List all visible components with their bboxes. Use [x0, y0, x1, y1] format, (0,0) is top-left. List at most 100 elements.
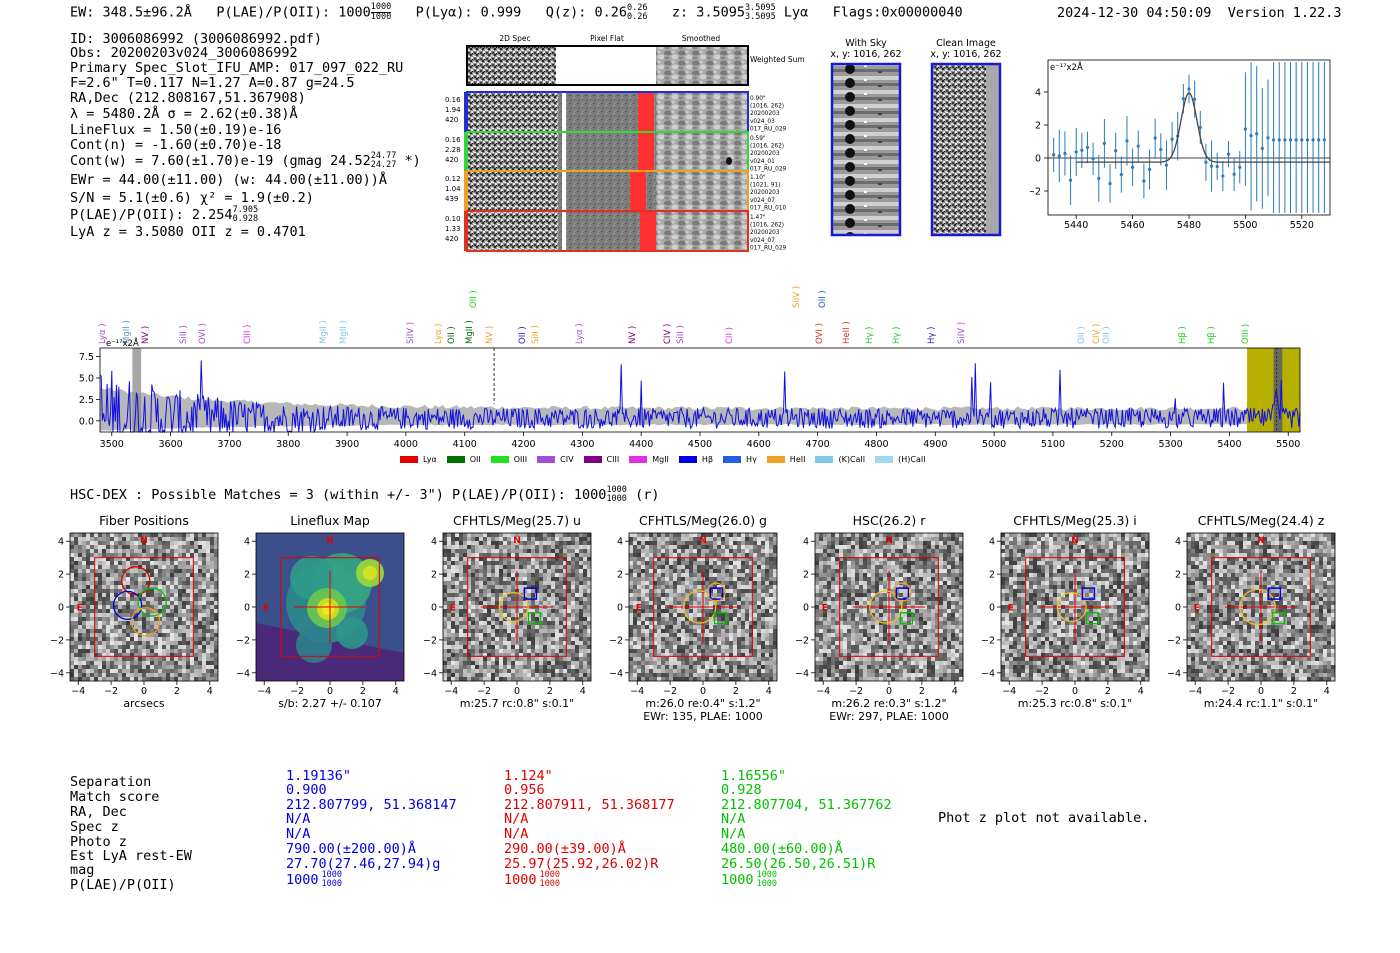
- cutout-ytick: −4: [609, 668, 623, 679]
- spectrum-xtick-label: 5400: [1217, 439, 1241, 450]
- row-label-mag: mag: [70, 862, 95, 878]
- fiber-row: 0.12 1.04 439 1.10" (1021, 91)20200203 v024_0…: [445, 170, 787, 212]
- info-plae: P(LAE)/P(OII): 2.254 7.905 0.928: [70, 205, 259, 224]
- photz-note: Phot z plot not available.: [938, 810, 1150, 826]
- legend-item: Lyα: [400, 455, 437, 464]
- spectrum-xtick-label: 4100: [453, 439, 477, 450]
- legend-item: Hβ: [678, 455, 713, 464]
- zoom-fit-curve: [1076, 91, 1330, 163]
- clean-image-xy: x, y: 1016, 262: [930, 49, 1002, 60]
- spectrum-xtick-label: 5300: [1158, 439, 1182, 450]
- north-label: N: [326, 536, 334, 546]
- match-cell: 290.00(±39.00)Å: [504, 841, 626, 857]
- header-plae-frac: 1000 1000: [370, 2, 392, 22]
- zoom-ytick-label: 2: [1035, 121, 1041, 132]
- match-cell: 26.50(26.50,26.51)R: [721, 856, 876, 872]
- row-label-spec-z: Spec z: [70, 819, 119, 835]
- cutout-ytick: 2: [431, 570, 437, 581]
- fiber-row-left-text: 420: [445, 116, 458, 124]
- spectrum-xtick-label: 4500: [688, 439, 712, 450]
- match-cell: N/A: [721, 826, 746, 842]
- fiber-row-right-text: 1.47": [750, 215, 766, 221]
- info-lyaz: LyA z = 3.5080 OII z = 0.4701: [70, 224, 306, 240]
- legend-item: (H)CaII: [875, 455, 926, 464]
- match-cell: 1.16556": [721, 768, 787, 784]
- cutout-caption: m:26.2 re:0.3" s:1.2" EWr: 297, PLAE: 100…: [829, 697, 949, 723]
- match-cell: 0.928: [721, 782, 762, 798]
- cutout-ytick: −4: [423, 668, 437, 679]
- info-lambda: λ = 5480.2Å σ = 2.62(±0.38)Å: [70, 106, 298, 122]
- col-label-smoothed: Smoothed: [682, 34, 721, 43]
- spectrum-xtick-label: 3900: [335, 439, 359, 450]
- spectrum-axes: e⁻¹⁷x2Å 3500 3600 3700 3800 3900 4000 4100 4200 4…: [79, 337, 1301, 450]
- cutout-image: N E 4 2 0 −2 −4: [1167, 532, 1336, 685]
- north-label: N: [699, 536, 707, 546]
- fiber-row-right-text: v024_07: [750, 238, 775, 244]
- fiber-row-left-text: 0.16: [445, 96, 461, 104]
- north-label: N: [885, 536, 893, 546]
- header-qz: Q(z): 0.26: [545, 4, 627, 21]
- zoom-xtick-label: 5440: [1064, 220, 1088, 231]
- info-obs: Obs: 20200203v024_3006086992: [70, 45, 298, 61]
- fiber-row-left-text: 420: [445, 235, 458, 243]
- with-sky-header: With Sky x, y: 1016, 262: [818, 38, 914, 60]
- line-label: SiIV ): [792, 285, 802, 308]
- legend-item: OII: [446, 455, 481, 464]
- east-label: E: [1008, 603, 1014, 613]
- cutout-image: N E 4 2 0 −2 −4: [795, 532, 964, 685]
- fiber-row-right-text: 017_RU_029: [750, 166, 787, 172]
- cutout-ytick: −4: [795, 668, 809, 679]
- east-label: E: [263, 603, 269, 613]
- fiber-row-left-text: 439: [445, 195, 458, 203]
- match-cell: 25.97(25.92,26.02)R: [504, 856, 659, 872]
- fiber-row-right-text: 0.59": [750, 136, 766, 142]
- fiber-row-right-text: 20200203: [750, 151, 780, 157]
- match-cell: 790.00(±200.00)Å: [286, 841, 417, 857]
- cutout-ytick: −2: [50, 635, 64, 646]
- cutout-caption: s/b: 2.27 +/- 0.107: [278, 697, 382, 710]
- fiber-row: 0.16 2.28 420 0.59" (1016, 262)20200203 v024_…: [445, 131, 787, 173]
- cutout-ytick: 2: [1175, 570, 1181, 581]
- cutout-ytick: 2: [58, 570, 64, 581]
- cutout-title: CFHTLS/Meg(25.7) u: [453, 513, 581, 528]
- spectrum-ytick-label: 5.0: [79, 374, 94, 385]
- zoom-xtick-label: 5520: [1290, 220, 1314, 231]
- cutout-caption: m:25.3 rc:0.8" s:0.1": [1017, 697, 1133, 710]
- spectrum-xtick-label: 3600: [158, 439, 182, 450]
- header-flags: Flags:0x00000040: [832, 4, 963, 21]
- spectrum-xtick-label: 3700: [217, 439, 241, 450]
- with-sky-title: With Sky: [845, 38, 887, 49]
- clean-image-header: Clean Image x, y: 1016, 262: [918, 38, 1014, 60]
- fiber-row-right-text: v024_07: [750, 198, 775, 204]
- spectrum-xtick-label: 5000: [982, 439, 1006, 450]
- east-label: E: [1194, 603, 1200, 613]
- legend-item: MgII: [629, 455, 669, 464]
- spectrum-xtick-label: 3800: [276, 439, 300, 450]
- cutout-image: N E 4 2 0 −2 −4: [50, 532, 219, 685]
- fiber-row-right-text: (1016, 262): [750, 223, 784, 229]
- match-cell: 212.807704, 51.367762: [721, 797, 892, 813]
- fiber-row-right-text: (1016, 262): [750, 144, 784, 150]
- match-cell: 212.807911, 51.368177: [504, 797, 675, 813]
- cutout-caption: m:26.0 re:0.4" s:1.2" EWr: 135, PLAE: 100…: [643, 697, 763, 723]
- cutout-ytick: 0: [431, 603, 437, 614]
- match-cell: N/A: [286, 811, 311, 827]
- zoom-axis-ticks: 5440 5460 5480 5500 5520 4 2 0 −2: [1030, 88, 1314, 232]
- cutout-ytick: 4: [803, 537, 809, 548]
- match-cell: 480.00(±60.00)Å: [721, 841, 843, 857]
- info-primary: Primary Spec_Slot_IFU_AMP: 017_097_022_R…: [70, 60, 404, 76]
- with-sky-xy: x, y: 1016, 262: [830, 49, 902, 60]
- cutout-title: Lineflux Map: [290, 513, 370, 528]
- match-cell: N/A: [504, 811, 529, 827]
- east-label: E: [822, 603, 828, 613]
- cutout-ytick: −4: [981, 668, 995, 679]
- zoom-ylabel: e⁻¹⁷x2Å: [1050, 61, 1083, 73]
- east-label: E: [77, 603, 83, 613]
- match-cell: N/A: [504, 826, 529, 842]
- cutout-ytick: −2: [609, 635, 623, 646]
- zoom-ytick-label: −2: [1030, 187, 1041, 198]
- cutout-title: HSC(26.2) r: [852, 513, 926, 528]
- col-label-pixelflat: Pixel Flat: [590, 34, 624, 43]
- cutout-ytick: −2: [981, 635, 995, 646]
- row-label-separation: Separation: [70, 774, 152, 790]
